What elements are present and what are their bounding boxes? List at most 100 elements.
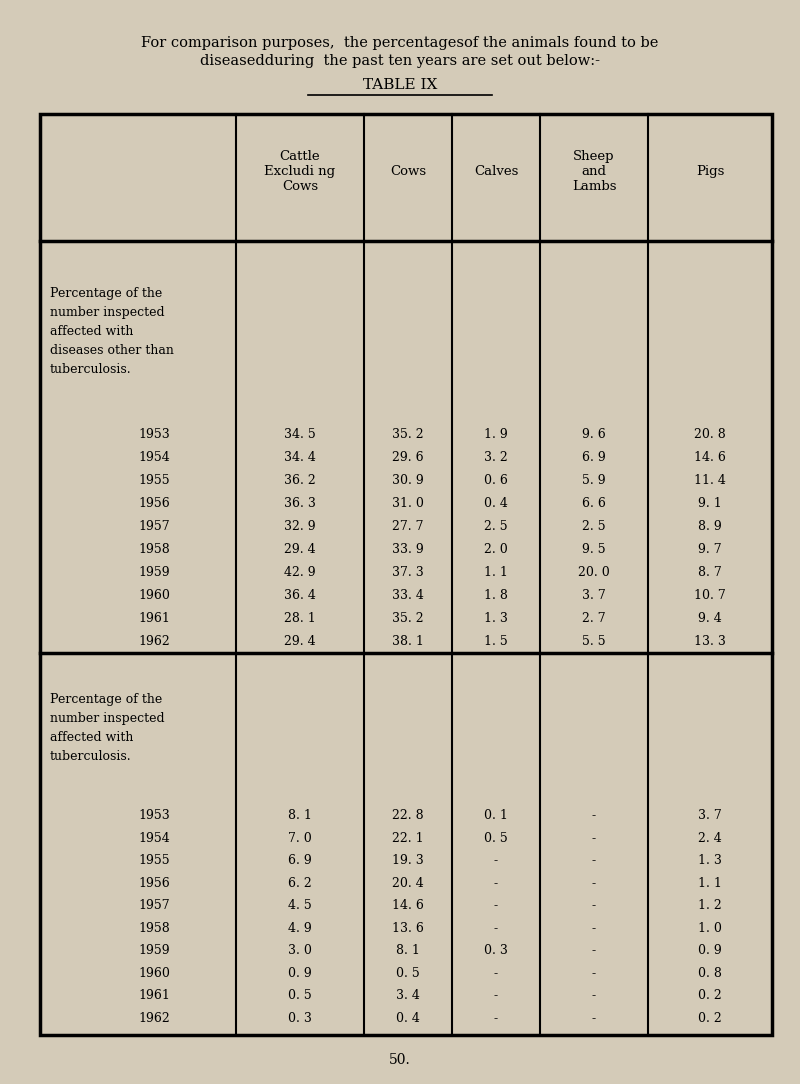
Text: -: - <box>494 921 498 934</box>
Text: 1. 2: 1. 2 <box>698 900 722 913</box>
Text: 1953: 1953 <box>138 428 170 441</box>
Text: 37. 3: 37. 3 <box>392 566 424 579</box>
Text: 0. 6: 0. 6 <box>484 474 508 487</box>
Text: 20. 4: 20. 4 <box>392 877 424 890</box>
Text: 1958: 1958 <box>138 921 170 934</box>
Text: Cattle
Excludi ng
Cows: Cattle Excludi ng Cows <box>265 151 335 193</box>
Text: 1961: 1961 <box>138 990 170 1003</box>
Text: 34. 4: 34. 4 <box>284 451 316 464</box>
Text: -: - <box>592 967 596 980</box>
Text: 1960: 1960 <box>138 589 170 602</box>
Text: 2. 5: 2. 5 <box>484 519 508 532</box>
Text: 22. 1: 22. 1 <box>392 831 424 844</box>
Text: 0. 4: 0. 4 <box>484 496 508 509</box>
Text: 28. 1: 28. 1 <box>284 611 316 624</box>
Text: -: - <box>494 900 498 913</box>
Text: 5. 9: 5. 9 <box>582 474 606 487</box>
Text: 1953: 1953 <box>138 809 170 822</box>
Text: 33. 9: 33. 9 <box>392 543 424 556</box>
Text: 8. 7: 8. 7 <box>698 566 722 579</box>
Text: -: - <box>494 967 498 980</box>
Text: 29. 4: 29. 4 <box>284 543 316 556</box>
Text: 1959: 1959 <box>138 944 170 957</box>
Text: -: - <box>592 809 596 822</box>
Text: 1954: 1954 <box>138 831 170 844</box>
Text: 1. 3: 1. 3 <box>484 611 508 624</box>
Text: -: - <box>494 877 498 890</box>
Text: 0. 9: 0. 9 <box>698 944 722 957</box>
Text: 2. 0: 2. 0 <box>484 543 508 556</box>
Text: 31. 0: 31. 0 <box>392 496 424 509</box>
Text: 6. 9: 6. 9 <box>288 854 312 867</box>
Text: 8. 9: 8. 9 <box>698 519 722 532</box>
Text: 19. 3: 19. 3 <box>392 854 424 867</box>
Text: -: - <box>592 944 596 957</box>
Text: 0. 8: 0. 8 <box>698 967 722 980</box>
Text: 1962: 1962 <box>138 634 170 647</box>
Text: 13. 6: 13. 6 <box>392 921 424 934</box>
Text: 7. 0: 7. 0 <box>288 831 312 844</box>
Text: 1954: 1954 <box>138 451 170 464</box>
Text: 2. 5: 2. 5 <box>582 519 606 532</box>
Text: -: - <box>592 877 596 890</box>
Text: 1956: 1956 <box>138 877 170 890</box>
Text: 36. 4: 36. 4 <box>284 589 316 602</box>
Text: 0. 3: 0. 3 <box>484 944 508 957</box>
Text: 0. 4: 0. 4 <box>396 1012 420 1025</box>
Text: 2. 7: 2. 7 <box>582 611 606 624</box>
Text: 1955: 1955 <box>138 854 170 867</box>
Text: 9. 4: 9. 4 <box>698 611 722 624</box>
Text: 3. 2: 3. 2 <box>484 451 508 464</box>
Text: -: - <box>592 831 596 844</box>
Text: 1955: 1955 <box>138 474 170 487</box>
Text: 36. 3: 36. 3 <box>284 496 316 509</box>
Text: -: - <box>494 1012 498 1025</box>
Text: 1. 9: 1. 9 <box>484 428 508 441</box>
Text: 0. 5: 0. 5 <box>484 831 508 844</box>
Text: 1958: 1958 <box>138 543 170 556</box>
Text: 9. 1: 9. 1 <box>698 496 722 509</box>
Text: 6. 2: 6. 2 <box>288 877 312 890</box>
Text: -: - <box>592 990 596 1003</box>
Text: For comparison purposes,  the percentagesof the animals found to be: For comparison purposes, the percentages… <box>142 36 658 50</box>
Text: 1959: 1959 <box>138 566 170 579</box>
Text: 9. 6: 9. 6 <box>582 428 606 441</box>
Text: 8. 1: 8. 1 <box>396 944 420 957</box>
Text: Pigs: Pigs <box>696 166 724 178</box>
Text: 9. 7: 9. 7 <box>698 543 722 556</box>
Text: 35. 2: 35. 2 <box>392 611 424 624</box>
Text: 20. 8: 20. 8 <box>694 428 726 441</box>
Text: 1957: 1957 <box>138 900 170 913</box>
Text: 0. 2: 0. 2 <box>698 1012 722 1025</box>
Text: 50.: 50. <box>389 1054 411 1067</box>
Text: 11. 4: 11. 4 <box>694 474 726 487</box>
Text: 4. 5: 4. 5 <box>288 900 312 913</box>
Text: 0. 3: 0. 3 <box>288 1012 312 1025</box>
Text: 1960: 1960 <box>138 967 170 980</box>
Text: Cows: Cows <box>390 166 426 178</box>
Text: 1. 3: 1. 3 <box>698 854 722 867</box>
Text: 1. 8: 1. 8 <box>484 589 508 602</box>
Text: 20. 0: 20. 0 <box>578 566 610 579</box>
Text: 36. 2: 36. 2 <box>284 474 316 487</box>
Text: 42. 9: 42. 9 <box>284 566 316 579</box>
Text: 13. 3: 13. 3 <box>694 634 726 647</box>
Text: 1957: 1957 <box>138 519 170 532</box>
Text: 8. 1: 8. 1 <box>288 809 312 822</box>
Text: 30. 9: 30. 9 <box>392 474 424 487</box>
Text: Sheep
and
Lambs: Sheep and Lambs <box>572 151 616 193</box>
Text: 4. 9: 4. 9 <box>288 921 312 934</box>
Text: 3. 0: 3. 0 <box>288 944 312 957</box>
Text: -: - <box>592 921 596 934</box>
Text: 22. 8: 22. 8 <box>392 809 424 822</box>
Text: 10. 7: 10. 7 <box>694 589 726 602</box>
Text: 3. 7: 3. 7 <box>698 809 722 822</box>
Text: diseasedduring  the past ten years are set out below:-: diseasedduring the past ten years are se… <box>200 54 600 68</box>
Text: 33. 4: 33. 4 <box>392 589 424 602</box>
Text: 0. 9: 0. 9 <box>288 967 312 980</box>
Text: 9. 5: 9. 5 <box>582 543 606 556</box>
Text: Percentage of the
number inspected
affected with
tuberculosis.: Percentage of the number inspected affec… <box>50 694 164 763</box>
Text: 5. 5: 5. 5 <box>582 634 606 647</box>
Text: 3. 4: 3. 4 <box>396 990 420 1003</box>
Text: 0. 5: 0. 5 <box>288 990 312 1003</box>
